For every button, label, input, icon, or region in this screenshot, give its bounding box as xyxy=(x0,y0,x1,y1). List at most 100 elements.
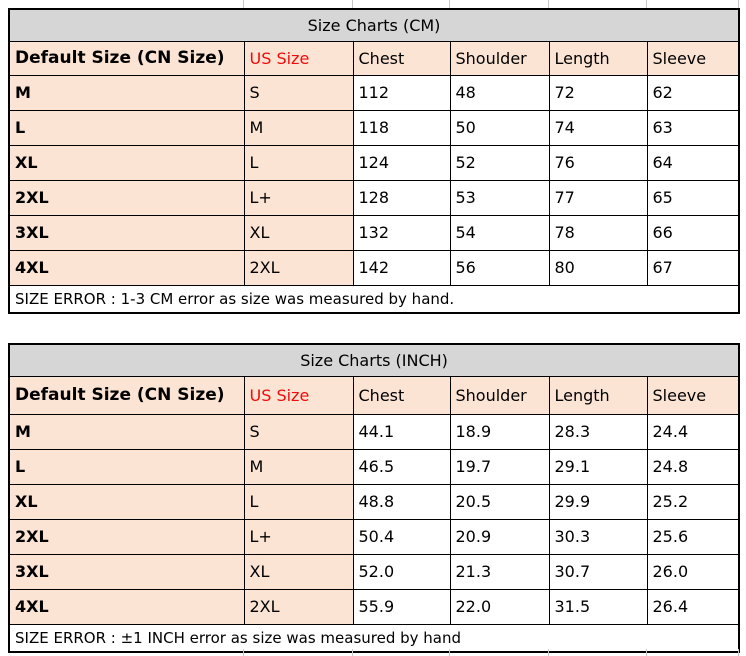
cn-size-cell: 2XL xyxy=(8,179,245,216)
size-value-cell: 22.0 xyxy=(449,588,550,625)
size-value-cell: 64 xyxy=(646,144,740,181)
table-row: 3XL XL 132 54 78 66 xyxy=(8,214,740,251)
table-title: Size Charts (INCH) xyxy=(8,343,740,377)
size-value-cell: M xyxy=(243,448,354,485)
table-row: 2XL L+ 128 53 77 65 xyxy=(8,179,740,216)
size-value-cell: 20.9 xyxy=(449,518,550,555)
cn-size-cell: 4XL xyxy=(8,249,245,286)
table-title-row: Size Charts (CM) xyxy=(8,8,740,42)
table-row: M S 112 48 72 62 xyxy=(8,74,740,111)
size-value-cell: 24.8 xyxy=(646,448,740,485)
size-value-cell: 31.5 xyxy=(548,588,648,625)
size-value-cell: 29.9 xyxy=(548,483,648,520)
size-value-cell: L xyxy=(243,144,354,181)
us-size-column-header: US Size xyxy=(243,40,354,76)
sleeve-column-header: Sleeve xyxy=(646,375,740,415)
cn-size-cell: L xyxy=(8,109,245,146)
size-error-row: SIZE ERROR : 1-3 CM error as size was me… xyxy=(8,284,740,314)
sleeve-column-header: Sleeve xyxy=(646,40,740,76)
size-error-row: SIZE ERROR : ±1 INCH error as size was m… xyxy=(8,623,740,653)
table-title-row: Size Charts (INCH) xyxy=(8,343,740,377)
size-value-cell: 18.9 xyxy=(449,413,550,450)
cn-size-cell: 4XL xyxy=(8,588,245,625)
table-row: 4XL 2XL 55.9 22.0 31.5 26.4 xyxy=(8,588,740,625)
size-value-cell: 66 xyxy=(646,214,740,251)
size-value-cell: 28.3 xyxy=(548,413,648,450)
size-chart-inch: Size Charts (INCH) Default Size (CN Size… xyxy=(8,343,741,653)
size-value-cell: 77 xyxy=(548,179,648,216)
cn-size-cell: 3XL xyxy=(8,214,245,251)
size-value-cell: S xyxy=(243,413,354,450)
size-rows: M S 112 48 72 62 L M 118 50 74 63 XL L 124 52 76 64 2XL L+ 1… xyxy=(8,74,740,286)
gridline-tick xyxy=(548,649,549,656)
size-value-cell: 62 xyxy=(646,74,740,111)
table-row: 4XL 2XL 142 56 80 67 xyxy=(8,249,740,286)
size-value-cell: 72 xyxy=(548,74,648,111)
size-value-cell: L xyxy=(243,483,354,520)
size-value-cell: 30.7 xyxy=(548,553,648,590)
size-value-cell: 52.0 xyxy=(352,553,451,590)
table-row: M S 44.1 18.9 28.3 24.4 xyxy=(8,413,740,450)
size-value-cell: 50.4 xyxy=(352,518,451,555)
size-value-cell: S xyxy=(243,74,354,111)
gridline-tick xyxy=(548,0,549,8)
gridline-tick xyxy=(352,649,353,656)
chest-column-header: Chest xyxy=(352,40,451,76)
size-value-cell: 24.4 xyxy=(646,413,740,450)
size-value-cell: 132 xyxy=(352,214,451,251)
size-value-cell: 26.4 xyxy=(646,588,740,625)
size-value-cell: 52 xyxy=(449,144,550,181)
size-value-cell: 30.3 xyxy=(548,518,648,555)
cn-size-cell: M xyxy=(8,74,245,111)
column-header-row: Default Size (CN Size) US Size Chest Sho… xyxy=(8,375,740,415)
gridline-tick xyxy=(738,0,739,8)
size-value-cell: 124 xyxy=(352,144,451,181)
cn-size-cell: 3XL xyxy=(8,553,245,590)
gridline-tick xyxy=(738,649,739,656)
size-value-cell: 53 xyxy=(449,179,550,216)
size-value-cell: 48 xyxy=(449,74,550,111)
size-value-cell: 21.3 xyxy=(449,553,550,590)
size-value-cell: 2XL xyxy=(243,249,354,286)
gridline-tick xyxy=(449,0,450,8)
size-value-cell: 46.5 xyxy=(352,448,451,485)
size-chart-cm: Size Charts (CM) Default Size (CN Size) … xyxy=(8,8,741,314)
gridline-tick xyxy=(243,649,244,656)
us-size-column-header: US Size xyxy=(243,375,354,415)
gridline-tick xyxy=(352,0,353,8)
table-row: L M 118 50 74 63 xyxy=(8,109,740,146)
size-value-cell: XL xyxy=(243,214,354,251)
size-value-cell: 48.8 xyxy=(352,483,451,520)
length-column-header: Length xyxy=(548,40,648,76)
table-row: XL L 124 52 76 64 xyxy=(8,144,740,181)
default-size-column-header: Default Size (CN Size) xyxy=(8,40,245,76)
length-column-header: Length xyxy=(548,375,648,415)
size-value-cell: M xyxy=(243,109,354,146)
column-header-row: Default Size (CN Size) US Size Chest Sho… xyxy=(8,40,740,76)
shoulder-column-header: Shoulder xyxy=(449,375,550,415)
size-value-cell: 29.1 xyxy=(548,448,648,485)
size-value-cell: 19.7 xyxy=(449,448,550,485)
size-value-cell: 76 xyxy=(548,144,648,181)
size-value-cell: 20.5 xyxy=(449,483,550,520)
cn-size-cell: 2XL xyxy=(8,518,245,555)
gridline-tick xyxy=(646,0,647,8)
size-value-cell: 2XL xyxy=(243,588,354,625)
size-value-cell: 26.0 xyxy=(646,553,740,590)
size-value-cell: 112 xyxy=(352,74,451,111)
shoulder-column-header: Shoulder xyxy=(449,40,550,76)
table-row: 2XL L+ 50.4 20.9 30.3 25.6 xyxy=(8,518,740,555)
size-error-note: SIZE ERROR : ±1 INCH error as size was m… xyxy=(8,623,740,653)
size-value-cell: 25.6 xyxy=(646,518,740,555)
size-value-cell: 65 xyxy=(646,179,740,216)
size-value-cell: L+ xyxy=(243,179,354,216)
table-title: Size Charts (CM) xyxy=(8,8,740,42)
size-value-cell: 25.2 xyxy=(646,483,740,520)
size-error-note: SIZE ERROR : 1-3 CM error as size was me… xyxy=(8,284,740,314)
size-rows: M S 44.1 18.9 28.3 24.4 L M 46.5 19.7 29.1 24.8 XL L 4… xyxy=(8,413,740,625)
size-value-cell: 118 xyxy=(352,109,451,146)
size-value-cell: 67 xyxy=(646,249,740,286)
size-value-cell: 128 xyxy=(352,179,451,216)
default-size-column-header: Default Size (CN Size) xyxy=(8,375,245,415)
size-value-cell: 50 xyxy=(449,109,550,146)
